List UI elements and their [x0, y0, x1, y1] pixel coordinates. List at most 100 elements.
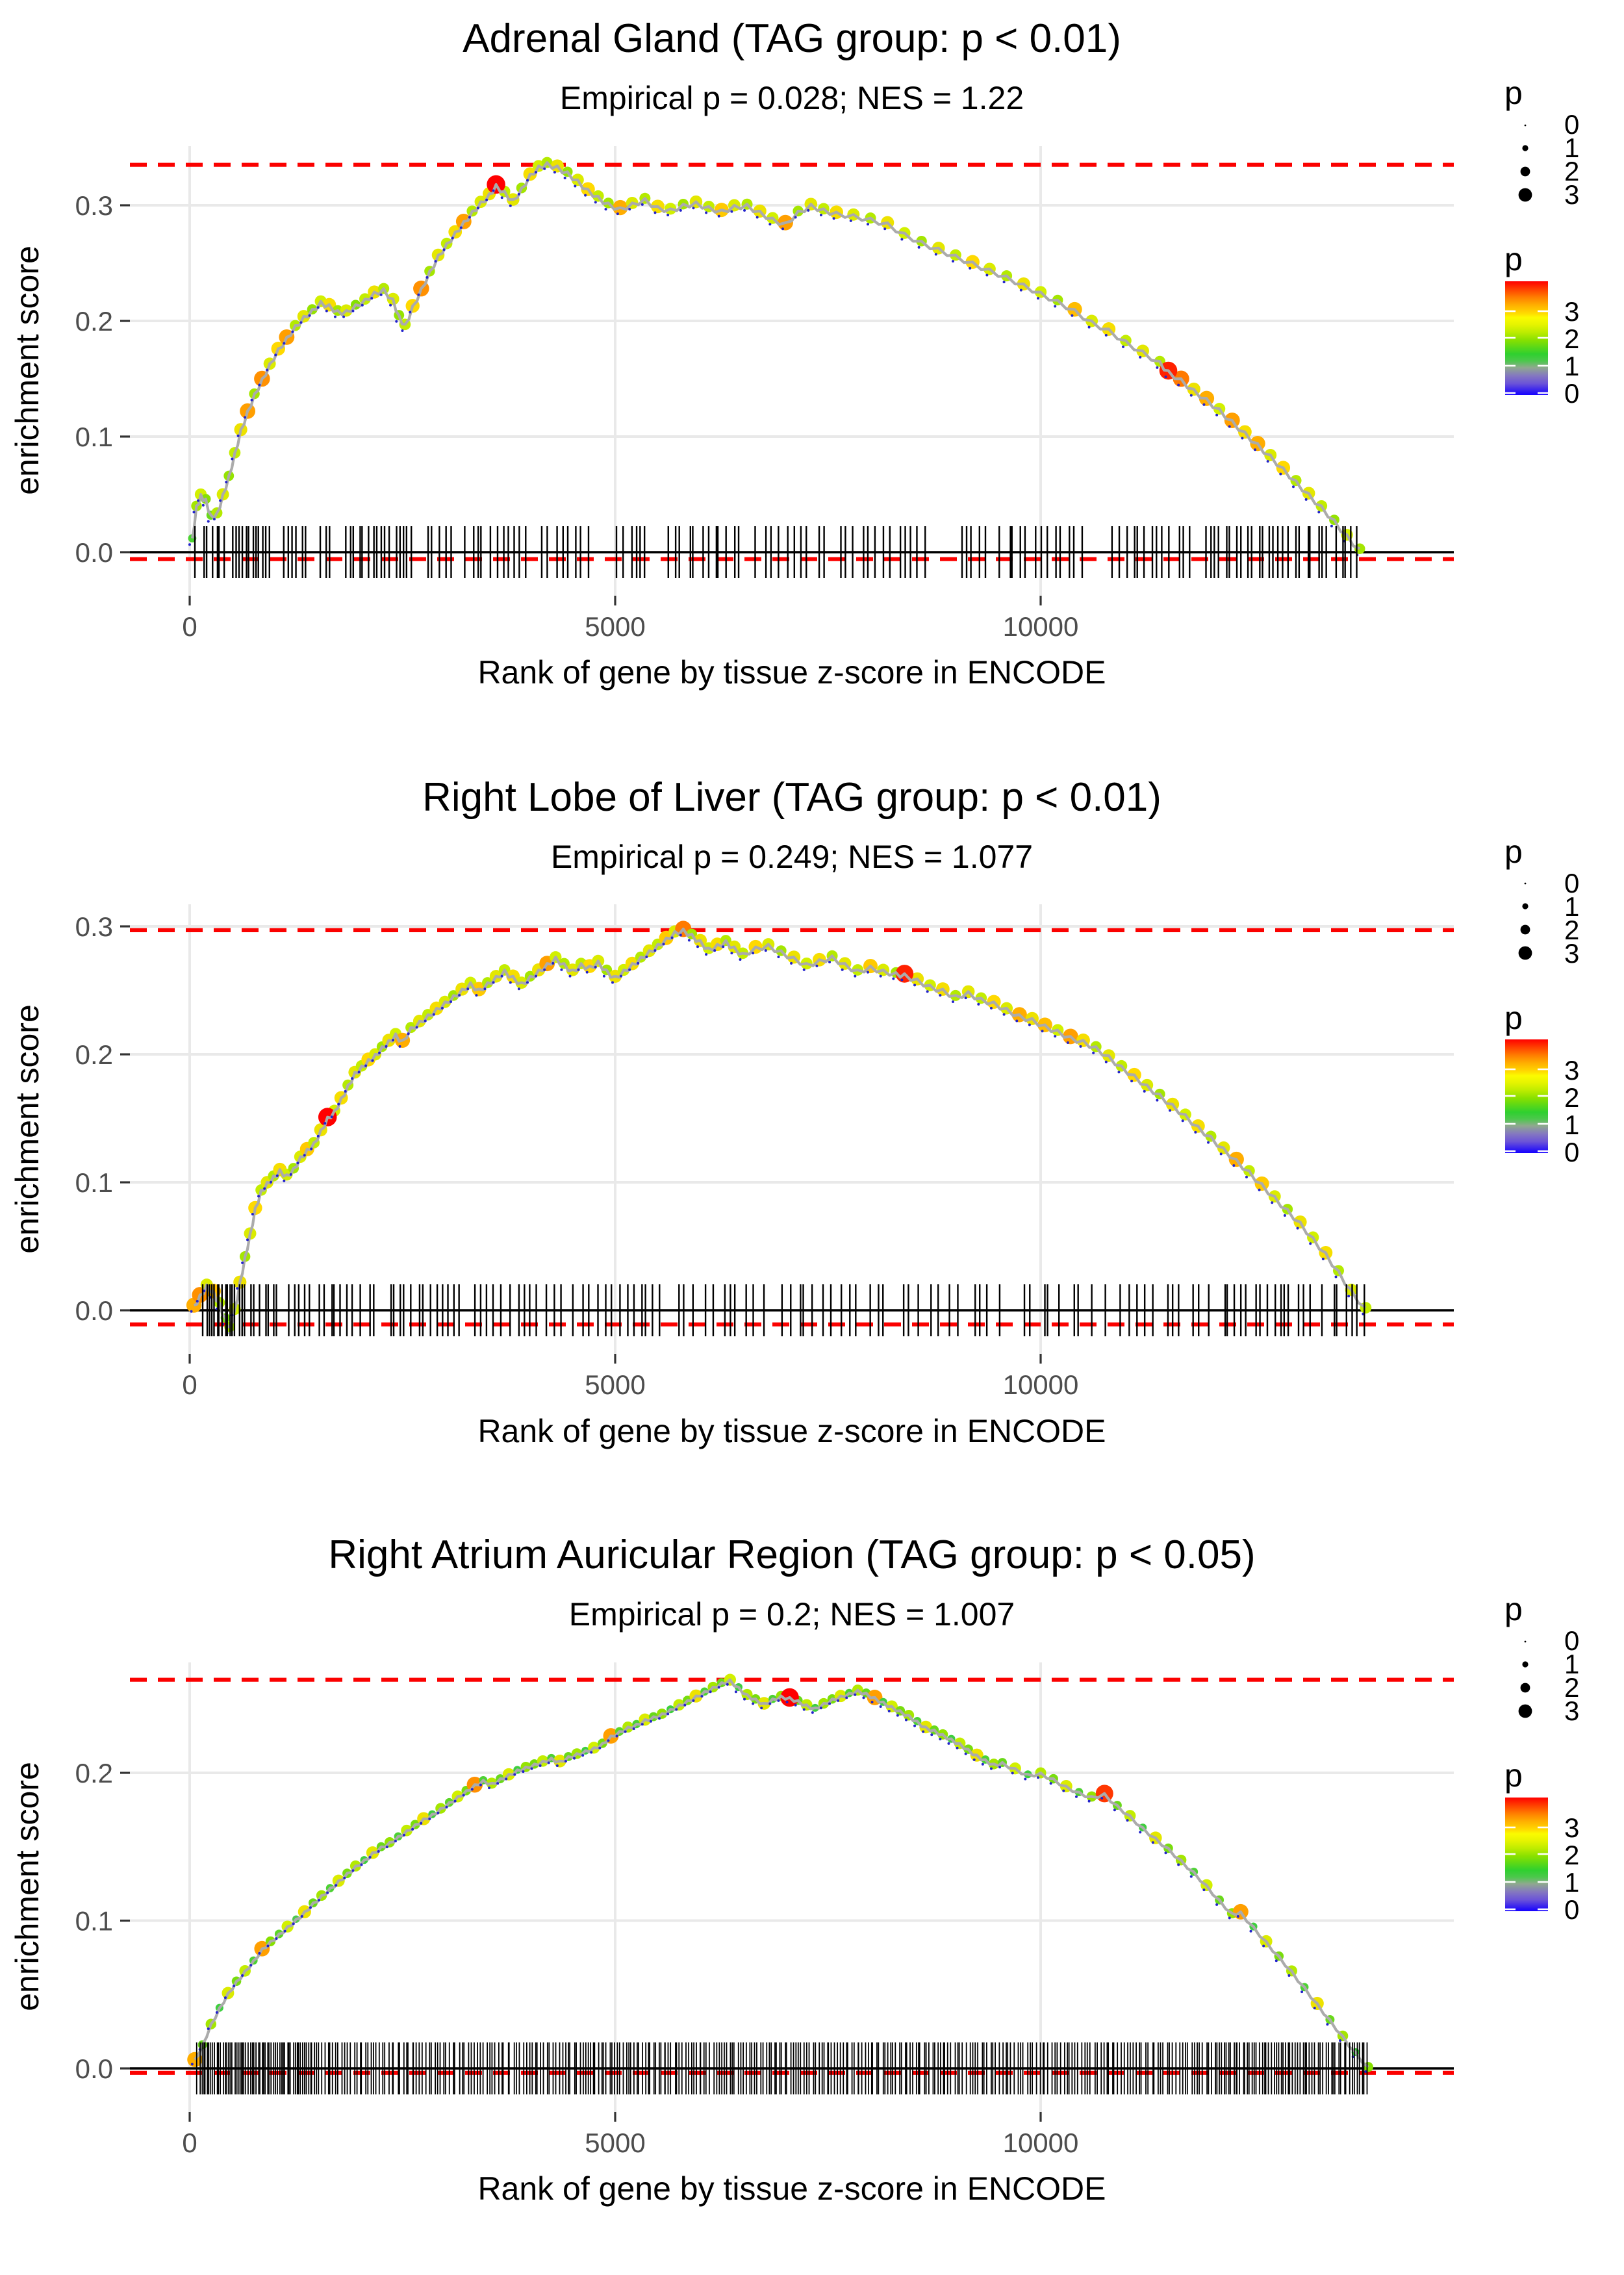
- zero-p-dot: [560, 968, 563, 971]
- color-legend-label: 1: [1564, 1868, 1580, 1898]
- zero-p-dot: [717, 214, 720, 218]
- zero-p-dot: [1241, 437, 1244, 440]
- zero-p-dot: [1002, 281, 1006, 284]
- zero-p-dot: [333, 315, 336, 318]
- zero-p-dot: [351, 1077, 354, 1080]
- zero-p-dot: [900, 978, 904, 982]
- zero-p-dot: [509, 981, 512, 984]
- zero-p-dot: [415, 1026, 418, 1029]
- zero-p-dot: [752, 1702, 755, 1705]
- y-tick-label: 0.3: [75, 190, 113, 221]
- zero-p-dot: [1071, 314, 1074, 317]
- zero-p-dot: [1028, 1023, 1031, 1026]
- zero-p-dot: [258, 1951, 261, 1955]
- size-legend-dot: [1518, 188, 1532, 202]
- zero-p-dot: [468, 216, 471, 219]
- zero-p-dot: [628, 208, 631, 211]
- zero-p-dot: [530, 1767, 533, 1770]
- zero-p-dot: [251, 1213, 254, 1215]
- zero-p-dot: [879, 1705, 882, 1708]
- zero-p-dot: [409, 311, 412, 314]
- zero-p-dot: [291, 330, 294, 333]
- zero-p-dot: [316, 306, 320, 309]
- zero-p-dot: [709, 1690, 712, 1694]
- x-tick-label: 0: [182, 2128, 197, 2158]
- zero-p-dot: [462, 1794, 465, 1797]
- zero-p-dot: [645, 956, 648, 959]
- y-tick-label: 0.0: [75, 1295, 113, 1326]
- zero-p-dot: [594, 201, 597, 204]
- size-legend-label: 1: [1564, 1650, 1580, 1680]
- zero-p-dot: [675, 1708, 678, 1711]
- zero-p-dot: [768, 1702, 772, 1705]
- color-legend-label: 0: [1564, 1138, 1580, 1167]
- zero-p-dot: [1326, 2023, 1329, 2026]
- zero-p-dot: [1219, 1152, 1223, 1156]
- color-legend-label: 2: [1564, 1841, 1580, 1871]
- zero-p-dot: [867, 971, 869, 974]
- zero-p-dot: [351, 309, 355, 312]
- zero-p-dot: [845, 1696, 848, 1699]
- x-tick-label: 5000: [585, 611, 645, 642]
- zero-p-dot: [1262, 1944, 1265, 1948]
- zero-p-dot: [201, 503, 205, 507]
- y-tick-label: 0.2: [75, 1758, 113, 1788]
- zero-p-dot: [1317, 511, 1321, 514]
- zero-p-dot: [926, 990, 929, 993]
- size-legend-label: 2: [1564, 1673, 1580, 1703]
- zero-p-dot: [934, 253, 937, 256]
- zero-p-dot: [752, 952, 755, 955]
- zero-p-dot: [670, 936, 674, 939]
- zero-p-dot: [849, 219, 852, 222]
- zero-p-dot: [904, 1718, 907, 1722]
- plot-1: 0.0 0.1 0.2 0.3 0 5000 10000: [75, 882, 1548, 1400]
- zero-p-dot: [1296, 1226, 1299, 1230]
- size-legend-label: 0: [1564, 110, 1580, 140]
- zero-p-dot: [1249, 1929, 1252, 1933]
- zero-p-dot: [768, 223, 772, 226]
- zero-p-dot: [377, 1849, 380, 1853]
- size-legend-label: 2: [1564, 915, 1580, 945]
- zero-p-dot: [458, 994, 461, 997]
- zero-p-dot: [1130, 1080, 1134, 1083]
- zero-p-dot: [743, 1697, 746, 1701]
- zero-p-dot: [1139, 1831, 1142, 1834]
- zero-p-dot: [883, 227, 887, 231]
- zero-p-dot: [1104, 334, 1108, 337]
- size-legend-label: 3: [1564, 1697, 1580, 1727]
- zero-p-dot: [969, 266, 972, 270]
- zero-p-dot: [1164, 375, 1167, 379]
- zero-p-dot: [303, 1154, 306, 1157]
- zero-p-dot: [459, 226, 463, 229]
- zero-p-dot: [653, 949, 657, 952]
- zero-p-dot: [249, 1964, 253, 1967]
- x-tick-label: 10000: [1003, 1369, 1079, 1400]
- zero-p-dot: [517, 192, 520, 196]
- zero-p-dot: [1283, 1214, 1286, 1217]
- zero-p-dot: [535, 974, 538, 978]
- gene-rug: [194, 526, 1358, 578]
- es-curve: [193, 927, 1367, 1328]
- zero-p-dot: [517, 987, 520, 991]
- color-legend-label: 0: [1564, 1896, 1580, 1925]
- zero-p-dot: [1087, 325, 1091, 329]
- zero-p-dot: [896, 1714, 899, 1717]
- color-legend-label: 1: [1564, 1110, 1580, 1140]
- size-legend-label: 0: [1564, 1627, 1580, 1657]
- zero-p-dot: [1151, 1841, 1154, 1844]
- x-tick-label: 5000: [585, 1369, 645, 1400]
- x-tick-label: 0: [182, 611, 197, 642]
- gene-rug: [196, 2042, 1368, 2094]
- color-legend-label: 1: [1564, 352, 1580, 382]
- zero-p-dot: [854, 974, 857, 978]
- size-legend-dot: [1524, 882, 1527, 885]
- zero-p-dot: [607, 1739, 610, 1742]
- zero-p-dot: [1309, 1242, 1312, 1245]
- zero-p-dot: [470, 1788, 474, 1791]
- zero-p-dot: [263, 1187, 266, 1190]
- zero-p-dot: [1156, 1099, 1159, 1102]
- zero-p-dot: [584, 194, 587, 197]
- zero-p-dot: [241, 1974, 244, 1977]
- zero-p-dot: [450, 1000, 453, 1003]
- size-legend-label: 1: [1564, 892, 1580, 922]
